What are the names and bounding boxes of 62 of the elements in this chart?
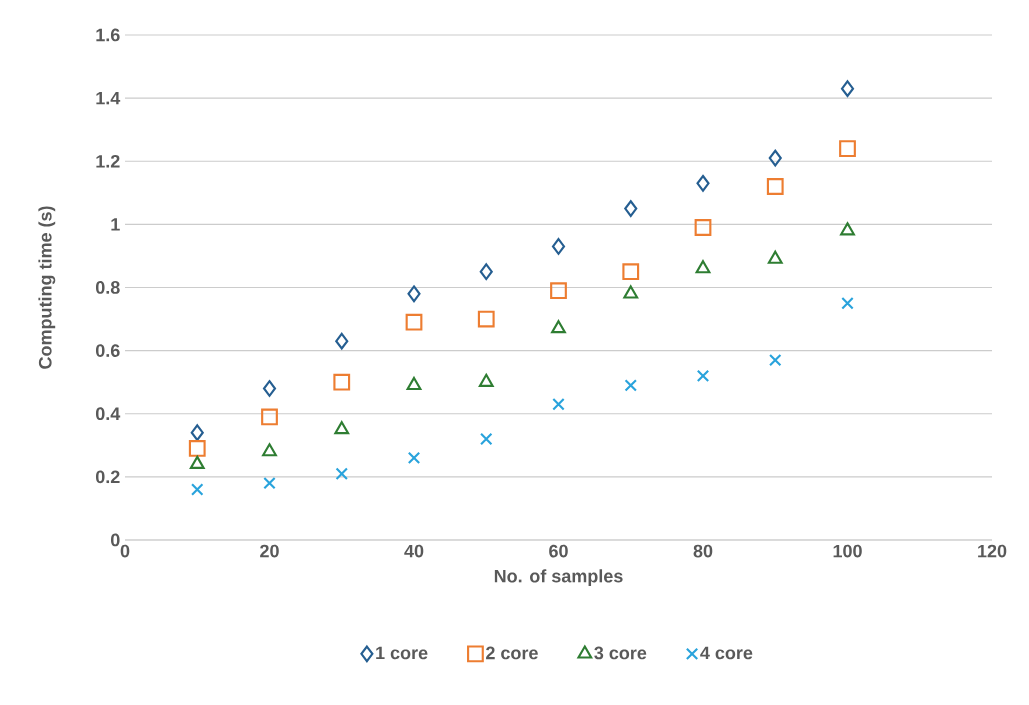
point	[334, 421, 350, 435]
point	[407, 451, 421, 465]
point	[262, 380, 277, 397]
point	[694, 219, 712, 236]
legend-label: 3 core	[594, 646, 647, 660]
y-tick-label: 1	[111, 218, 120, 231]
point	[480, 432, 493, 446]
x-tick-label: 20	[260, 544, 279, 558]
point	[551, 320, 566, 334]
point	[839, 140, 856, 158]
point	[333, 373, 351, 391]
point	[696, 369, 710, 383]
point	[769, 353, 782, 367]
point	[407, 285, 421, 303]
legend-label: 4 core	[700, 646, 753, 660]
point	[405, 313, 423, 331]
point	[189, 455, 205, 469]
point	[190, 424, 204, 442]
point	[335, 332, 349, 350]
y-tick-label: 1.2	[96, 154, 120, 168]
point	[840, 80, 855, 98]
y-tick-label: 1.6	[96, 28, 120, 42]
point	[622, 263, 640, 281]
point	[696, 174, 710, 192]
point	[263, 476, 276, 490]
point	[624, 200, 638, 217]
point	[624, 379, 638, 392]
x-tick-label: 80	[693, 544, 713, 558]
y-tick-label: 0.6	[95, 344, 120, 357]
x-axis-title: No. of samples	[494, 569, 623, 587]
point	[766, 178, 784, 195]
point	[767, 250, 783, 264]
x-tick-label: 60	[549, 544, 568, 558]
point	[478, 373, 494, 387]
y-tick-label: 0.8	[95, 281, 120, 294]
point	[477, 310, 495, 328]
x-tick-label: 40	[404, 544, 424, 558]
point	[551, 238, 566, 255]
point	[188, 440, 206, 457]
point	[261, 408, 278, 426]
x-tick-label: 100	[833, 544, 862, 558]
point	[262, 443, 277, 457]
point	[768, 149, 782, 167]
y-tick-label: 0.2	[95, 470, 120, 484]
y-tick-label: 1.4	[96, 91, 121, 105]
point	[550, 282, 567, 300]
point	[623, 285, 639, 299]
y-tick-label: 0	[110, 533, 120, 547]
point	[406, 376, 422, 391]
legend-label: 2 core	[486, 646, 538, 660]
point	[840, 222, 855, 236]
y-tick-label: 0.4	[95, 407, 121, 421]
x-tick-label: 120	[978, 544, 1007, 558]
point	[695, 260, 711, 274]
point	[552, 398, 565, 411]
y-axis-title: Computing time (s)	[38, 206, 56, 369]
point	[335, 467, 349, 480]
point	[191, 483, 204, 496]
point	[841, 297, 854, 310]
x-tick-label: 0	[120, 544, 130, 558]
point	[479, 263, 493, 281]
legend-label: 1 core	[376, 646, 428, 660]
